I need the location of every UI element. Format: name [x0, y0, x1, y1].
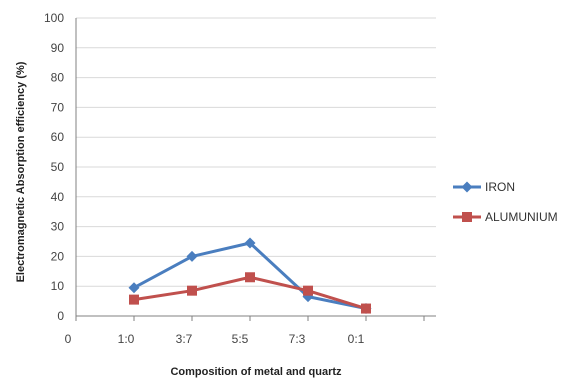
data-point — [187, 285, 197, 296]
x-tick-label: 5:5 — [232, 332, 249, 346]
data-point — [129, 294, 139, 305]
y-tick-label: 90 — [51, 41, 65, 55]
y-tick-label: 60 — [51, 130, 65, 144]
legend-swatch-marker — [462, 212, 472, 222]
y-tick-label: 40 — [51, 190, 65, 204]
x-tick-labels: 0 1:0 3:7 5:5 7:3 0:1 — [65, 332, 365, 346]
y-tick-label: 100 — [44, 11, 64, 25]
y-tick-label: 10 — [51, 279, 65, 293]
x-tick-label: 3:7 — [176, 332, 193, 346]
x-tick-label: 1:0 — [118, 332, 135, 346]
legend-swatch-marker — [461, 181, 473, 193]
legend-label-alumunium: ALUMUNIUM — [485, 210, 558, 224]
x-tick-label: 0 — [65, 332, 72, 346]
y-axis-title: Electromagnetic Absorption efficiency (%… — [15, 61, 27, 282]
legend-label-iron: IRON — [485, 180, 515, 194]
y-tick-label: 80 — [51, 71, 65, 85]
grid-lines — [75, 17, 436, 321]
data-point — [303, 285, 313, 296]
data-point — [361, 303, 371, 314]
data-point — [186, 250, 198, 262]
x-tick-label: 7:3 — [289, 332, 306, 346]
y-tick-label: 70 — [51, 100, 65, 114]
data-point — [128, 282, 140, 294]
data-point — [244, 237, 256, 249]
y-tick-label: 30 — [51, 220, 65, 234]
data-point — [245, 272, 255, 283]
y-tick-label: 50 — [51, 160, 65, 174]
y-tick-label: 0 — [57, 309, 64, 323]
y-tick-label: 20 — [51, 249, 65, 263]
legend: IRON ALUMUNIUM — [453, 180, 558, 224]
series-lines — [128, 237, 372, 315]
y-tick-labels: 0 10 20 30 40 50 60 70 80 90 100 — [44, 11, 64, 323]
x-axis-title: Composition of metal and quartz — [170, 366, 342, 378]
x-tick-label: 0:1 — [348, 332, 365, 346]
axes — [75, 18, 436, 317]
